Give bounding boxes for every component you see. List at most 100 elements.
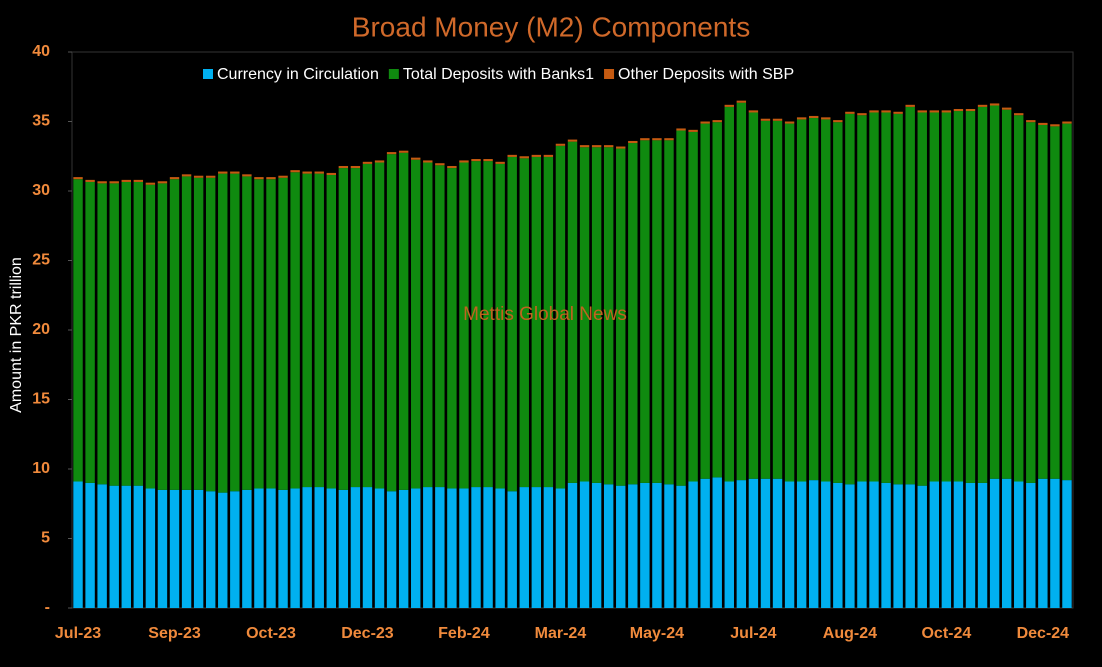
x-tick-label: Oct-24 <box>921 625 971 642</box>
y-tick-label: 5 <box>41 530 50 547</box>
bar-segment <box>893 113 903 485</box>
y-tick-label: 10 <box>32 460 50 477</box>
bar-segment <box>121 179 131 182</box>
bar-segment <box>435 487 445 608</box>
bar-segment <box>652 138 662 141</box>
bar-segment <box>676 485 686 608</box>
bar-segment <box>567 139 578 142</box>
bar-segment <box>748 112 759 479</box>
bar-segment <box>459 488 469 608</box>
bar-segment <box>640 138 650 141</box>
bar-segment <box>483 487 493 608</box>
bar-segment <box>640 482 650 608</box>
bar-segment <box>941 112 952 482</box>
bar-segment <box>398 150 409 153</box>
bar-segment <box>1001 107 1012 110</box>
bar-segment <box>314 487 324 608</box>
bar-segment <box>881 482 891 608</box>
y-tick-label: 25 <box>32 252 50 269</box>
bar-segment <box>266 177 276 180</box>
bar-segment <box>169 489 180 608</box>
x-tick-label: Mar-24 <box>535 625 587 642</box>
bar-segment <box>374 488 385 608</box>
bar-segment <box>254 488 264 608</box>
bar-segment <box>423 487 433 608</box>
bar-segment <box>941 110 952 113</box>
bar-segment <box>374 162 385 489</box>
bar-segment <box>869 481 879 608</box>
bar-segment <box>688 129 698 132</box>
bar-segment <box>893 484 903 608</box>
bar-segment <box>181 174 192 177</box>
bar-segment <box>531 156 542 488</box>
bar-segment <box>362 163 373 488</box>
bar-segment <box>567 482 578 608</box>
bar-segment <box>423 160 433 163</box>
bar-segment <box>664 138 674 141</box>
bar-segment <box>579 145 590 148</box>
bar-segment <box>652 482 662 608</box>
bar-segment <box>917 110 927 113</box>
bar-segment <box>242 176 252 490</box>
bar-segment <box>290 488 300 608</box>
bar-segment <box>290 170 300 173</box>
bar-segment <box>193 489 204 608</box>
bar-segment <box>603 147 614 485</box>
bar-segment <box>133 485 144 608</box>
bar-segment <box>411 488 421 608</box>
x-tick-label: Feb-24 <box>438 625 490 642</box>
legend-label: Other Deposits with SBP <box>618 66 794 83</box>
bar-segment <box>953 111 964 482</box>
bar-segment <box>278 489 288 608</box>
y-tick-label: 20 <box>32 321 50 338</box>
bar-segment <box>278 177 288 490</box>
bar-segment <box>218 492 228 608</box>
bar-segment <box>989 103 1000 106</box>
bar-segment <box>483 161 493 488</box>
bar-segment <box>917 485 927 608</box>
x-tick-label: Oct-23 <box>246 625 296 642</box>
bar-segment <box>133 181 144 486</box>
bar-segment <box>302 171 312 174</box>
bar-segment <box>857 115 867 482</box>
bar-segment <box>218 171 228 174</box>
bar-segment <box>857 113 867 116</box>
x-tick-label: Jul-24 <box>730 625 776 642</box>
bar-segment <box>302 173 312 488</box>
bar-segment <box>266 488 276 608</box>
bar-segment <box>953 481 964 608</box>
bar-segment <box>772 120 783 479</box>
y-tick-label: - <box>45 599 50 616</box>
legend-label: Currency in Circulation <box>217 66 379 83</box>
bar-segment <box>73 179 83 482</box>
bar-segment <box>784 123 795 482</box>
bar-segment <box>676 130 686 486</box>
bar-segment <box>616 146 626 149</box>
bar-segment <box>796 119 807 482</box>
bar-segment <box>905 106 915 485</box>
bar-segment <box>1026 122 1036 483</box>
bar-segment <box>109 485 119 608</box>
bar-segment <box>784 481 795 608</box>
bar-segment <box>760 478 771 608</box>
bar-segment <box>712 477 722 608</box>
bar-segment <box>591 482 602 608</box>
bar-segment <box>447 488 457 608</box>
bar-segment <box>85 482 95 608</box>
bar-segment <box>664 140 674 485</box>
bar-segment <box>1050 126 1060 479</box>
bar-segment <box>471 159 481 162</box>
bar-segment <box>302 487 312 608</box>
bar-segment <box>965 111 976 483</box>
bar-segment <box>628 140 638 144</box>
bar-segment <box>519 156 529 159</box>
bar-segment <box>845 113 855 485</box>
bar-segment <box>507 154 517 157</box>
bar-segment <box>905 104 915 107</box>
bar-segment <box>809 480 819 608</box>
bar-segment <box>603 484 614 608</box>
bar-segment <box>833 482 843 608</box>
bar-segment <box>290 172 300 489</box>
bar-segment <box>748 110 759 113</box>
bar-segment <box>157 489 168 608</box>
